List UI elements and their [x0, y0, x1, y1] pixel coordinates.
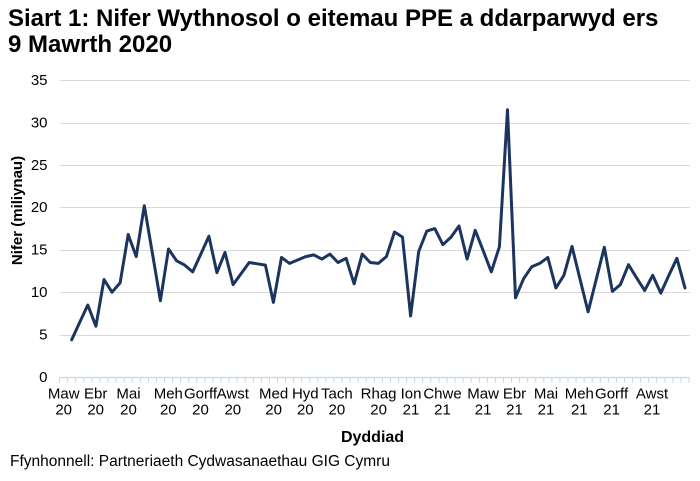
svg-text:Awst: Awst: [636, 385, 669, 402]
svg-text:20: 20: [55, 401, 72, 418]
svg-text:21: 21: [434, 401, 451, 418]
svg-text:25: 25: [31, 157, 48, 174]
svg-text:Meh: Meh: [565, 385, 594, 402]
svg-text:21: 21: [603, 401, 620, 418]
svg-text:21: 21: [475, 401, 492, 418]
svg-text:Tach: Tach: [321, 385, 353, 402]
svg-text:20: 20: [120, 401, 137, 418]
svg-text:20: 20: [87, 401, 104, 418]
svg-text:Mai: Mai: [534, 385, 558, 402]
svg-text:Chwe: Chwe: [423, 385, 461, 402]
svg-text:20: 20: [329, 401, 346, 418]
svg-text:Siart 1: Nifer Wythnosol o eit: Siart 1: Nifer Wythnosol o eitemau PPE a…: [8, 5, 658, 32]
svg-text:30: 30: [31, 114, 48, 131]
svg-text:Dyddiad: Dyddiad: [341, 429, 404, 446]
svg-text:21: 21: [538, 401, 555, 418]
svg-text:Nifer (miliynau): Nifer (miliynau): [9, 156, 26, 265]
svg-text:15: 15: [31, 242, 48, 259]
svg-text:Gorff: Gorff: [184, 385, 218, 402]
svg-text:Ffynhonnell: Partneriaeth Cydw: Ffynhonnell: Partneriaeth Cydwasanaethau…: [10, 453, 390, 470]
svg-text:Hyd: Hyd: [292, 385, 319, 402]
svg-text:20: 20: [297, 401, 314, 418]
svg-text:20: 20: [370, 401, 387, 418]
svg-text:21: 21: [571, 401, 588, 418]
svg-text:Gorff: Gorff: [595, 385, 629, 402]
svg-text:Maw: Maw: [467, 385, 499, 402]
svg-text:10: 10: [31, 284, 48, 301]
svg-text:5: 5: [39, 327, 47, 344]
svg-text:Meh: Meh: [154, 385, 183, 402]
svg-text:Ion: Ion: [401, 385, 422, 402]
svg-text:Ebr: Ebr: [84, 385, 107, 402]
svg-text:0: 0: [39, 369, 47, 386]
svg-text:Awst: Awst: [217, 385, 250, 402]
svg-text:Ebr: Ebr: [503, 385, 526, 402]
svg-text:20: 20: [160, 401, 177, 418]
svg-text:Mai: Mai: [116, 385, 140, 402]
svg-text:20: 20: [224, 401, 241, 418]
svg-text:35: 35: [31, 72, 48, 89]
svg-text:Maw: Maw: [48, 385, 80, 402]
svg-text:21: 21: [403, 401, 420, 418]
svg-text:21: 21: [506, 401, 523, 418]
svg-text:20: 20: [265, 401, 282, 418]
svg-text:20: 20: [192, 401, 209, 418]
svg-text:Med: Med: [259, 385, 288, 402]
svg-text:Rhag: Rhag: [361, 385, 397, 402]
svg-text:21: 21: [644, 401, 661, 418]
svg-text:20: 20: [31, 199, 48, 216]
svg-text:9 Mawrth 2020: 9 Mawrth 2020: [8, 31, 172, 58]
